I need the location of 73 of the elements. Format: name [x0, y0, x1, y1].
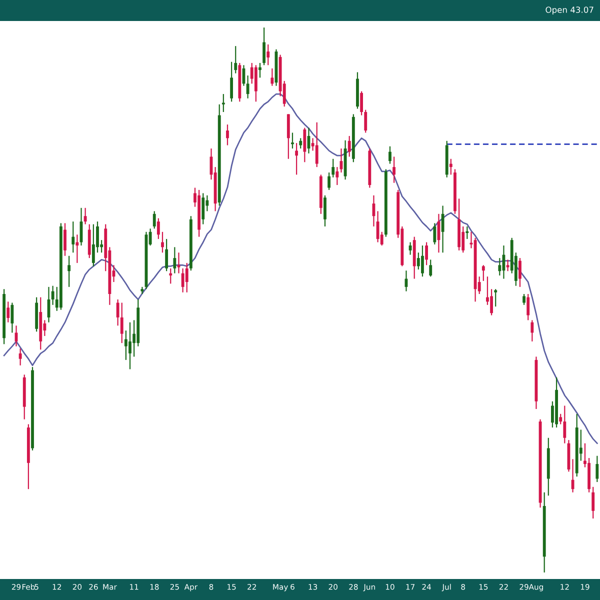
candlestick [526, 293, 530, 321]
candlestick [303, 127, 306, 163]
candlestick [6, 301, 10, 323]
candlestick [433, 222, 436, 245]
candlestick [173, 246, 176, 274]
candlestick [295, 142, 298, 176]
candlestick [10, 302, 14, 334]
candlestick [425, 242, 428, 266]
candlestick [181, 268, 184, 293]
candlestick [161, 231, 164, 254]
candlestick [315, 122, 318, 168]
candlestick [299, 138, 302, 150]
candlestick [291, 132, 294, 150]
candlestick [498, 257, 502, 276]
candlestick [494, 288, 498, 308]
candlestick [156, 218, 160, 240]
candlestick [332, 158, 335, 178]
candlestick [563, 405, 566, 444]
candlestick [408, 242, 412, 256]
candlestick [348, 135, 351, 158]
candlestick [328, 172, 331, 190]
candlestick [116, 298, 120, 326]
candlestick [482, 264, 485, 282]
candlestick [258, 62, 262, 78]
candlestick [449, 158, 452, 176]
candlestick [76, 234, 79, 264]
candlestick [18, 348, 22, 366]
candlestick [185, 262, 188, 293]
candlestick [72, 220, 75, 254]
candlestick [416, 252, 420, 270]
candlestick [222, 93, 225, 113]
candlestick [202, 192, 205, 225]
candlestick [128, 322, 132, 370]
candlestick [84, 207, 87, 225]
candlestick [68, 255, 71, 288]
candlestick [286, 114, 290, 160]
candlestick [592, 486, 595, 520]
candlestick [596, 455, 599, 483]
candlestick [169, 268, 172, 284]
candlestick [518, 257, 522, 288]
candlestick [490, 288, 493, 316]
candlestick [165, 238, 168, 272]
candlestick [64, 222, 66, 256]
candlestick [324, 194, 326, 227]
candlestick [246, 74, 250, 99]
candlestick [388, 146, 392, 164]
candlestick [254, 64, 258, 102]
candlestick [51, 285, 54, 306]
candlestick [421, 244, 424, 278]
text: Open 43.07 [546, 6, 594, 15]
candlestick [364, 109, 368, 134]
candlestick [530, 320, 534, 342]
candlestick [466, 226, 469, 240]
candlestick [226, 124, 229, 146]
candlestick [270, 68, 274, 86]
candlestick [522, 293, 526, 306]
candlestick [360, 90, 364, 116]
candlestick [266, 44, 270, 66]
candlestick [392, 156, 396, 184]
candlestick [234, 46, 238, 74]
candlestick [262, 26, 266, 66]
candlestick [230, 61, 234, 102]
candlestick [152, 210, 156, 230]
candlestick [506, 259, 510, 272]
candlestick [336, 166, 339, 186]
candlestick [441, 205, 444, 254]
candlestick [376, 210, 380, 243]
candlestick [559, 413, 562, 425]
candlestick [124, 330, 128, 360]
candlestick [120, 302, 124, 344]
candlestick [92, 224, 95, 267]
candlestick [177, 252, 180, 274]
candlestick [429, 259, 432, 278]
